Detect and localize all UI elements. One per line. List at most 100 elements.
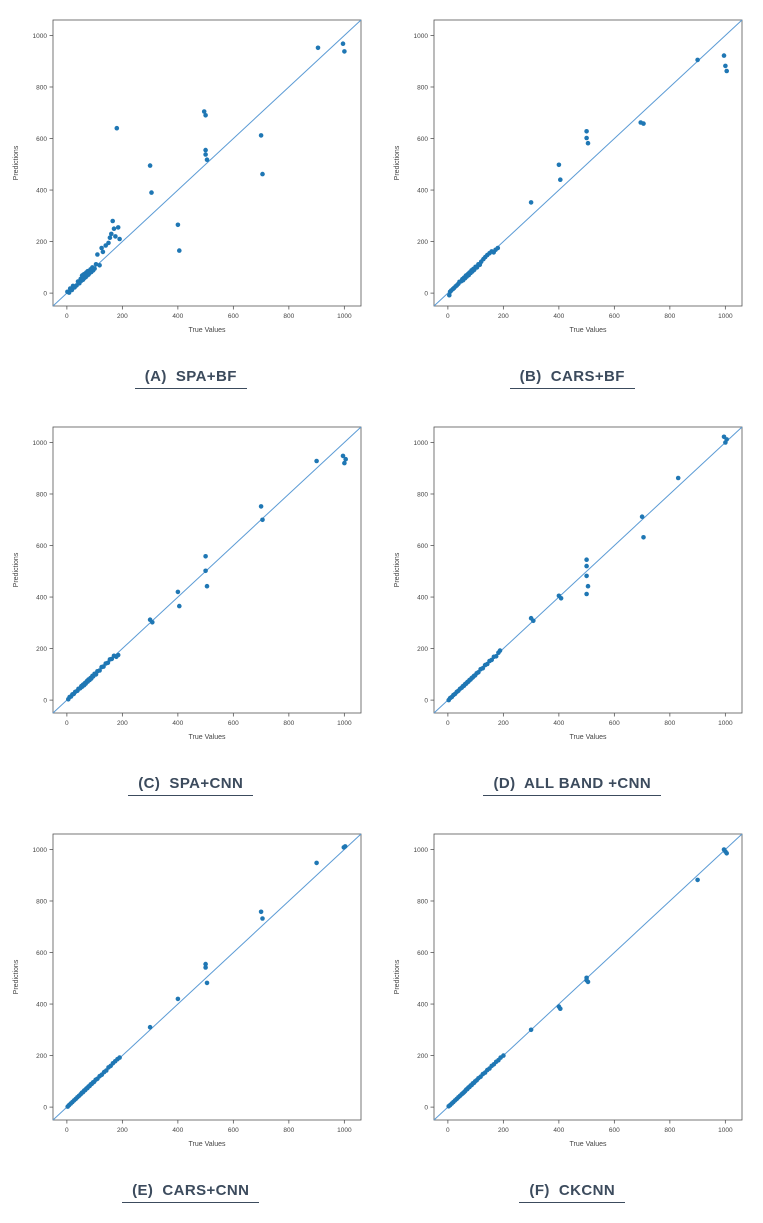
y-tick-label: 800: [36, 898, 47, 905]
x-tick-label: 400: [172, 1127, 183, 1134]
data-point: [92, 266, 97, 271]
scatter-plot-all-band-cnn: 0 200 400 600 800 1000 0 200 400 600 800 1000 True V…: [388, 417, 756, 747]
y-tick-label: 1000: [414, 33, 429, 40]
identity-line: [52, 19, 362, 307]
x-tick-label: 1000: [337, 313, 352, 320]
x-tick-label: 200: [498, 720, 509, 727]
data-point: [111, 226, 117, 231]
data-point: [585, 979, 591, 985]
y-tick-label: 0: [425, 697, 429, 704]
panel-e: 0 200 400 600 800 1000 0 200 400 600 800 1000 True V…: [0, 814, 382, 1221]
y-tick-label: 400: [36, 1001, 47, 1008]
x-tick-label: 400: [172, 720, 183, 727]
data-point: [559, 596, 564, 601]
data-point: [340, 41, 346, 46]
data-point: [584, 563, 590, 569]
panel-b: 0 200 400 600 800 1000 0 200 400 600 800 1000 True V…: [382, 0, 763, 407]
y-tick-label: 1000: [414, 440, 429, 447]
data-point: [584, 591, 590, 597]
data-point: [204, 583, 210, 589]
scatter-chart-svg: 0 200 400 600 800 1000 0 200 400 600 800 1000 True V…: [13, 19, 362, 334]
data-point: [558, 177, 563, 182]
data-point: [105, 240, 111, 246]
y-axis-label: Predictions: [13, 959, 20, 994]
data-point: [259, 171, 265, 177]
caption-a: (A) SPA+BF: [134, 368, 247, 389]
y-tick-label: 1000: [32, 33, 47, 40]
y-tick-label: 600: [417, 950, 428, 957]
y-tick-label: 1000: [32, 440, 47, 447]
x-tick-label: 0: [446, 720, 450, 727]
y-tick-label: 400: [36, 594, 47, 601]
panel-d: 0 200 400 600 800 1000 0 200 400 600 800 1000 True V…: [382, 407, 763, 814]
x-tick-label: 600: [228, 313, 239, 320]
data-point: [108, 231, 114, 237]
y-tick-label: 200: [36, 239, 47, 246]
x-tick-label: 600: [228, 1127, 239, 1134]
data-point: [147, 1024, 153, 1030]
data-point: [203, 965, 208, 970]
data-point: [258, 504, 264, 509]
y-tick-label: 600: [417, 543, 428, 550]
data-point: [529, 200, 534, 205]
data-point: [97, 668, 102, 673]
y-tick-label: 800: [417, 491, 428, 498]
caption-c: (C) SPA+CNN: [128, 775, 254, 796]
data-point: [695, 57, 701, 63]
x-axis-label: True Values: [188, 734, 225, 741]
y-tick-label: 200: [417, 239, 428, 246]
scatter-chart-svg: 0 200 400 600 800 1000 0 200 400 600 800 1000 True V…: [13, 426, 362, 741]
data-point: [315, 45, 321, 51]
data-point: [724, 437, 730, 442]
x-tick-label: 0: [65, 720, 69, 727]
data-point: [531, 618, 536, 624]
data-point: [149, 620, 155, 625]
x-tick-label: 200: [498, 1127, 509, 1134]
x-tick-label: 400: [172, 313, 183, 320]
data-point: [117, 1055, 122, 1060]
x-tick-label: 200: [117, 720, 128, 727]
y-tick-label: 600: [417, 136, 428, 143]
x-tick-label: 800: [283, 720, 294, 727]
data-point: [203, 152, 208, 157]
scatter-plot-cars-cnn: 0 200 400 600 800 1000 0 200 400 600 800 1000 True V…: [7, 824, 375, 1154]
data-point: [175, 222, 180, 228]
y-tick-label: 200: [417, 646, 428, 653]
x-tick-label: 0: [446, 1127, 450, 1134]
data-point: [259, 517, 265, 523]
x-tick-label: 800: [665, 720, 676, 727]
data-point: [342, 844, 348, 849]
data-point: [558, 1006, 563, 1011]
data-point: [585, 583, 591, 589]
data-point: [115, 652, 121, 658]
caption-e: (E) CARS+CNN: [122, 1182, 260, 1203]
y-tick-label: 800: [36, 84, 47, 91]
data-point: [258, 909, 264, 915]
caption-b: (B) CARS+BF: [509, 368, 635, 389]
data-point: [259, 916, 265, 921]
y-axis-label: Predictions: [394, 145, 401, 180]
x-axis-label: True Values: [570, 1141, 607, 1148]
x-tick-label: 400: [554, 313, 565, 320]
data-point: [584, 557, 590, 562]
x-tick-label: 400: [554, 1127, 565, 1134]
x-tick-label: 400: [554, 720, 565, 727]
data-point: [93, 262, 99, 267]
data-point: [203, 147, 208, 153]
data-point: [203, 961, 208, 967]
x-tick-label: 800: [283, 313, 294, 320]
data-point: [529, 1027, 534, 1033]
x-axis-label: True Values: [570, 327, 607, 334]
panel-a: 0 200 400 600 800 1000 0 200 400 600 800 1000 True V…: [0, 0, 382, 407]
data-point: [676, 475, 681, 481]
x-tick-label: 800: [665, 1127, 676, 1134]
data-point: [204, 980, 210, 986]
data-point: [176, 603, 182, 609]
data-point: [148, 190, 154, 195]
data-point: [556, 162, 562, 168]
data-point: [495, 245, 501, 251]
data-point: [204, 157, 210, 162]
x-tick-label: 200: [117, 313, 128, 320]
data-point: [201, 109, 207, 114]
